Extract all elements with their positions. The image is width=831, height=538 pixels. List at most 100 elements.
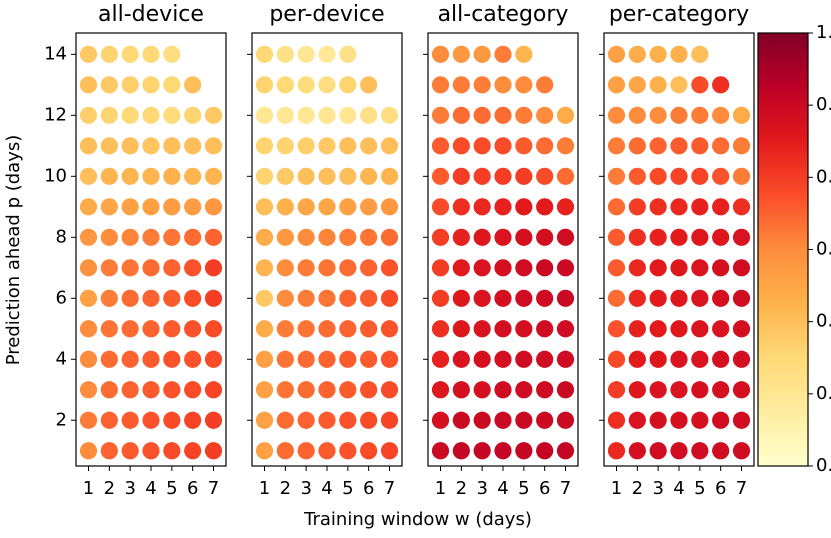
dot xyxy=(142,259,160,277)
dot xyxy=(121,289,139,307)
dot xyxy=(515,259,533,277)
dot xyxy=(142,45,160,63)
dot xyxy=(204,381,223,399)
x-tick-label: 1 xyxy=(259,478,270,499)
dot xyxy=(431,381,450,399)
dot xyxy=(494,320,512,338)
dot xyxy=(494,198,512,216)
dot xyxy=(380,411,399,429)
dot xyxy=(649,381,667,399)
dot xyxy=(431,76,450,94)
dot xyxy=(494,259,512,277)
panel-title: all-category xyxy=(438,2,569,27)
colorbar-tick-label: 0.9 xyxy=(816,94,831,115)
dot xyxy=(515,289,533,307)
dot xyxy=(607,198,626,216)
x-tick-label: 1 xyxy=(611,478,622,499)
dot xyxy=(204,350,223,368)
colorbar xyxy=(758,33,808,466)
dot xyxy=(184,137,202,155)
dot xyxy=(431,106,450,124)
dot xyxy=(142,76,160,94)
dot xyxy=(318,289,336,307)
y-tick-label: 14 xyxy=(44,43,67,64)
dot xyxy=(163,259,181,277)
dot xyxy=(276,259,294,277)
dot xyxy=(360,76,378,94)
dot xyxy=(276,137,294,155)
dot xyxy=(556,442,575,460)
dot xyxy=(473,259,491,277)
dot xyxy=(121,350,139,368)
dot xyxy=(142,320,160,338)
dot xyxy=(556,167,575,185)
dot xyxy=(163,76,181,94)
dot xyxy=(691,198,709,216)
dot xyxy=(276,320,294,338)
dot xyxy=(628,442,646,460)
dot xyxy=(556,411,575,429)
dot xyxy=(431,259,450,277)
dot xyxy=(536,320,554,338)
dot xyxy=(318,137,336,155)
dot xyxy=(163,45,181,63)
dot xyxy=(255,350,274,368)
dot xyxy=(536,137,554,155)
dot xyxy=(339,198,357,216)
dot xyxy=(121,442,139,460)
dot xyxy=(297,76,315,94)
dot xyxy=(473,45,491,63)
colorbar-tick-label: 0.5 xyxy=(816,383,831,404)
dot xyxy=(79,381,98,399)
dot xyxy=(628,381,646,399)
dot xyxy=(670,289,688,307)
dot xyxy=(649,320,667,338)
dot xyxy=(380,320,399,338)
dot xyxy=(732,411,751,429)
dot xyxy=(204,289,223,307)
dot xyxy=(473,76,491,94)
x-tick-label: 6 xyxy=(715,478,726,499)
dot xyxy=(100,137,118,155)
dot xyxy=(494,289,512,307)
dot xyxy=(318,167,336,185)
dot xyxy=(318,45,336,63)
dot xyxy=(691,442,709,460)
dot xyxy=(163,442,181,460)
dot xyxy=(712,289,730,307)
y-tick-label: 12 xyxy=(44,104,67,125)
dot xyxy=(628,106,646,124)
dot xyxy=(100,442,118,460)
dot xyxy=(536,442,554,460)
dot xyxy=(628,259,646,277)
dot xyxy=(607,137,626,155)
dot xyxy=(607,442,626,460)
dot xyxy=(276,45,294,63)
dot xyxy=(360,411,378,429)
dot xyxy=(670,198,688,216)
dot xyxy=(515,411,533,429)
x-tick-label: 1 xyxy=(435,478,446,499)
dot xyxy=(255,167,274,185)
dot xyxy=(628,320,646,338)
dot xyxy=(712,320,730,338)
x-tick-label: 2 xyxy=(632,478,643,499)
dot xyxy=(339,259,357,277)
dot xyxy=(142,442,160,460)
dot xyxy=(712,381,730,399)
dot xyxy=(142,381,160,399)
dot xyxy=(649,167,667,185)
dot xyxy=(297,259,315,277)
x-tick-label: 7 xyxy=(384,478,395,499)
dot xyxy=(380,350,399,368)
dot xyxy=(494,167,512,185)
dot xyxy=(670,320,688,338)
dot xyxy=(607,76,626,94)
dot xyxy=(318,411,336,429)
y-axis-label: Prediction ahead p (days) xyxy=(3,135,24,366)
dot xyxy=(473,167,491,185)
dot xyxy=(712,411,730,429)
dot xyxy=(515,442,533,460)
dot xyxy=(121,106,139,124)
dot xyxy=(276,198,294,216)
